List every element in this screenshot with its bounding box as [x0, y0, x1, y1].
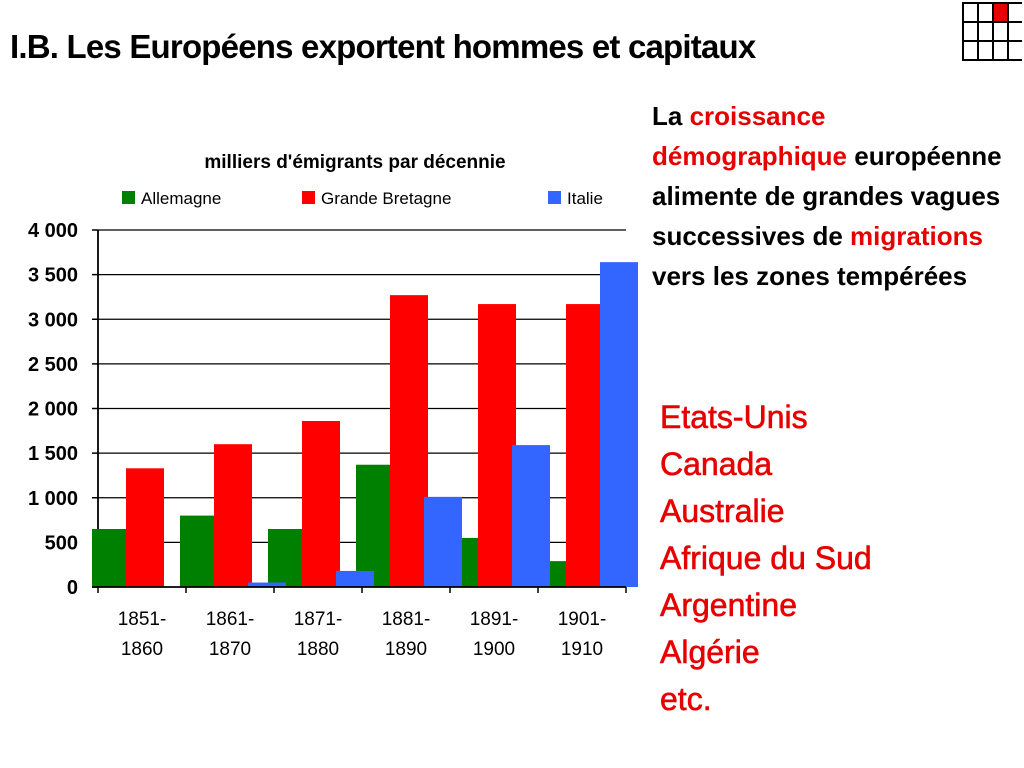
bar-allemagne-1861-1870	[180, 515, 218, 587]
y-tick-label: 3 500	[28, 265, 78, 287]
x-tick-label: 1880	[297, 639, 339, 660]
destination-item: Etats-Unis	[660, 399, 808, 436]
x-tick-label: 1860	[121, 639, 163, 660]
destination-item: Canada	[660, 446, 773, 483]
destination-item: Australie	[660, 493, 785, 530]
bar-allemagne-1881-1890	[356, 464, 394, 587]
logo-cell	[977, 2, 994, 23]
destination-list: Etats-Unis Canada Australie Afrique du S…	[660, 394, 872, 723]
bar-italie-1881-1890	[424, 496, 462, 587]
grid-logo-icon	[962, 2, 1022, 61]
bar-italie-1901-1910	[600, 262, 638, 587]
legend-label: Grande Bretagne	[321, 189, 451, 208]
x-tick-label: 1910	[561, 639, 603, 660]
y-tick-label: 500	[45, 532, 78, 554]
bar-grande-bretagne-1851-1860	[126, 468, 164, 587]
logo-cell	[977, 21, 994, 42]
bar-grande-bretagne-1871-1880	[302, 420, 340, 587]
bar-italie-1861-1870	[248, 582, 286, 587]
logo-cell	[962, 40, 979, 61]
logo-cell	[977, 40, 994, 61]
legend-label: Allemagne	[141, 189, 221, 208]
x-tick-label: 1901-	[558, 609, 607, 630]
bar-grande-bretagne-1861-1870	[214, 444, 252, 587]
bar-italie-1891-1900	[512, 445, 550, 587]
y-tick-label: 1 000	[28, 488, 78, 510]
x-tick-label: 1861-	[206, 609, 255, 630]
logo-cell	[992, 40, 1009, 61]
destination-item: Afrique du Sud	[660, 540, 872, 577]
y-tick-label: 0	[67, 577, 78, 599]
logo-cell	[1007, 40, 1022, 61]
x-axis: 1851- 1860 1861- 1870 1871- 1880 1881- 1890 1891…	[92, 586, 627, 660]
side-text-part3: européenne alimente de grandes vagues su…	[652, 141, 1002, 251]
destination-item: etc.	[660, 681, 712, 718]
x-tick-label: 1851-	[118, 609, 167, 630]
y-tick-label: 2 500	[28, 354, 78, 376]
y-axis: 0 500 1 000 1 500 2 000 2 500 3 000 3 500 4 000	[28, 220, 99, 599]
side-text-paragraph: La croissance démographique européenne a…	[652, 96, 1012, 296]
chart-title: milliers d'émigrants par décennie	[204, 152, 505, 173]
chart-bars	[92, 262, 638, 587]
x-tick-label: 1891-	[470, 609, 519, 630]
y-tick-label: 3 000	[28, 309, 78, 331]
logo-cell	[962, 2, 979, 23]
bar-allemagne-1851-1860	[92, 528, 130, 587]
slide-title: I.B. Les Européens exportent hommes et c…	[10, 28, 756, 65]
chart-legend: Allemagne Grande Bretagne Italie	[122, 189, 603, 208]
logo-cell	[1007, 2, 1022, 23]
bar-grande-bretagne-1891-1900	[478, 304, 516, 587]
side-text-part1: La	[652, 101, 690, 131]
side-text-part5: vers les zones tempérées	[652, 261, 968, 291]
legend-swatch	[548, 191, 561, 204]
x-tick-label: 1900	[473, 639, 515, 660]
bar-allemagne-1871-1880	[268, 528, 306, 587]
emigration-bar-chart: milliers d'émigrants par décennie Allema…	[28, 152, 638, 660]
legend-swatch	[302, 191, 315, 204]
destination-item: Algérie	[660, 634, 760, 671]
logo-cell	[992, 21, 1009, 42]
destination-item: Argentine	[660, 587, 798, 624]
x-tick-label: 1870	[209, 639, 251, 660]
logo-cell	[992, 2, 1009, 23]
bar-italie-1871-1880	[336, 570, 374, 587]
logo-cell	[1007, 21, 1022, 42]
x-tick-label: 1890	[385, 639, 427, 660]
side-text-migrations: migrations	[850, 221, 983, 251]
side-text-croissance: croissance démographique	[652, 101, 848, 171]
y-tick-label: 2 000	[28, 399, 78, 421]
x-tick-label: 1871-	[294, 609, 343, 630]
y-tick-label: 4 000	[28, 220, 78, 242]
y-tick-label: 1 500	[28, 443, 78, 465]
logo-cell	[962, 21, 979, 42]
x-tick-label: 1881-	[382, 609, 431, 630]
bar-grande-bretagne-1881-1890	[390, 295, 428, 587]
legend-swatch	[122, 191, 135, 204]
bar-grande-bretagne-1901-1910	[566, 304, 604, 587]
legend-label: Italie	[567, 189, 603, 208]
